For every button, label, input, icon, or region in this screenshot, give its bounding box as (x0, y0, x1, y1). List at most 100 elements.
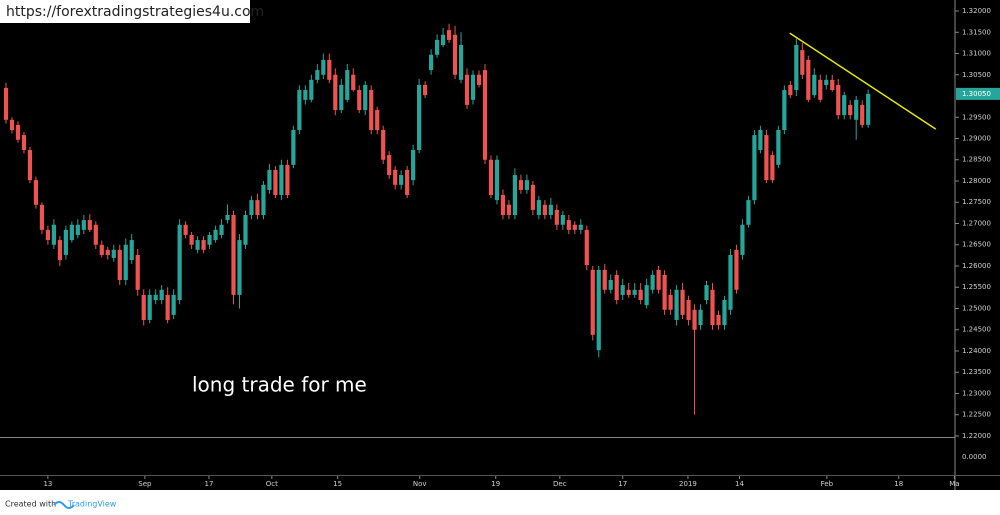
y-tick-label: 1.22000 (962, 432, 991, 440)
candle-body (291, 129, 296, 165)
candle-body (279, 164, 284, 196)
candle-body (3, 87, 9, 120)
candle-body (794, 45, 799, 91)
candle-body (99, 244, 104, 255)
candle-body (321, 59, 326, 75)
candle-body (225, 214, 230, 221)
candle-body (860, 104, 865, 125)
candle-body (237, 240, 242, 295)
candle-body (195, 240, 200, 250)
y-tick-label: 1.27000 (962, 219, 991, 227)
candle-body (165, 294, 170, 320)
candle-body (177, 224, 182, 300)
candle-body (848, 104, 853, 116)
candle-body (518, 180, 524, 190)
candle-body (716, 314, 721, 326)
x-tick-label: Sep (138, 480, 152, 488)
candle-body (417, 84, 422, 150)
candle-body (464, 74, 470, 105)
x-tick-label: 17 (205, 480, 214, 488)
candle-body (566, 220, 571, 230)
candle-body (554, 209, 559, 225)
candle-body (500, 195, 506, 215)
y-tick-label: 1.29000 (962, 134, 991, 142)
candle-body (267, 169, 272, 190)
x-tick-label: 19 (491, 480, 500, 488)
candle-body (399, 175, 404, 185)
candle-body (758, 129, 763, 150)
candle-body (105, 249, 110, 255)
x-tick-label: Dec (553, 480, 567, 488)
y-tick-label: 1.26500 (962, 241, 991, 249)
x-tick-label: Nov (413, 480, 427, 488)
candle-body (560, 214, 565, 225)
candle-body (117, 249, 122, 281)
y-tick-label: 1.25500 (962, 283, 991, 291)
url-box (0, 0, 250, 23)
candle-body (830, 79, 835, 91)
candle-body (752, 135, 757, 201)
x-tick-label: Feb (821, 480, 834, 488)
last-price-tag (956, 87, 1000, 100)
candle-body (842, 95, 847, 116)
candle-body (596, 269, 601, 351)
candle-body (135, 254, 140, 290)
candle-body (698, 309, 703, 326)
candle-body (644, 285, 649, 306)
candle-body (159, 289, 164, 300)
y-tick-label: 1.31000 (962, 50, 991, 58)
annotation: long trade for me (192, 373, 367, 397)
candle-body (153, 294, 158, 300)
candle-body (9, 119, 15, 130)
candle-body (746, 200, 751, 225)
footer-bar (0, 490, 1000, 515)
candle-body (548, 204, 553, 215)
candle-body (213, 229, 218, 241)
tradingview-logo (53, 501, 75, 509)
x-tick-label: Ma (949, 480, 959, 488)
candle-body (285, 164, 290, 196)
candle-body (327, 59, 332, 80)
candle-body (608, 280, 613, 290)
candle-body (33, 180, 39, 205)
candle-body (369, 90, 374, 130)
url: https://forextradingstrategies4u.com (6, 4, 264, 20)
candle-body (39, 204, 45, 230)
candle-body (620, 285, 625, 295)
candle-body (722, 299, 727, 326)
trendline (789, 32, 937, 130)
x-tick-label: 2019 (679, 480, 697, 488)
brand[interactable]: TradingView (67, 500, 117, 509)
candle-body (668, 294, 673, 310)
candle-body (129, 240, 134, 261)
candle-body (231, 214, 236, 295)
candle-body (818, 79, 823, 100)
y-tick-label: 1.30500 (962, 71, 991, 79)
candle-body (45, 229, 50, 241)
candle-body (590, 269, 595, 335)
candle-body (728, 254, 733, 310)
candle-body (452, 34, 458, 75)
lower-pane-label: 0.0000 (962, 453, 987, 461)
candle-body (249, 200, 254, 215)
candle-body (542, 204, 547, 215)
candle-body (854, 99, 859, 120)
candle-body (686, 299, 691, 320)
candle-body (51, 224, 56, 245)
candle-body (632, 289, 637, 295)
candle-body (27, 149, 33, 181)
candle-body (411, 149, 416, 181)
candle-body (351, 74, 356, 91)
candle-body (315, 70, 320, 80)
candle-body (470, 74, 476, 100)
candle-body (387, 155, 392, 176)
candle-body (458, 45, 464, 80)
candle-body (482, 70, 488, 160)
candle-body (147, 294, 152, 320)
candle-body (602, 269, 607, 290)
candle-body (638, 289, 643, 300)
y-tick-label: 1.29500 (962, 113, 991, 121)
candle-body (506, 204, 512, 215)
